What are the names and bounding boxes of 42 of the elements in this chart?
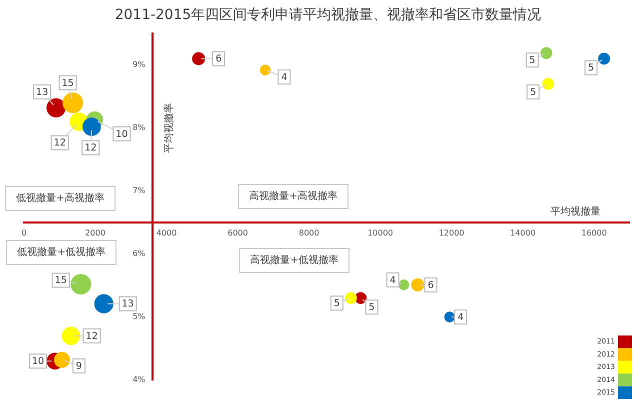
annotation: 高视撤量+高视撤率 xyxy=(249,190,338,202)
y-axis-title: 平均视撤率 xyxy=(162,103,175,154)
chart-title: 2011-2015年四区间专利申请平均视撤量、视撤率和省区市数量情况 xyxy=(114,7,542,24)
x-tick-label: 10000 xyxy=(368,228,394,238)
x-tick-label: 2000 xyxy=(85,228,106,238)
x-tick-label: 14000 xyxy=(510,228,536,238)
data-label: 12 xyxy=(86,330,98,342)
data-label: 4 xyxy=(458,312,464,323)
x-tick-label: 4000 xyxy=(156,228,177,238)
y-tick-label: 9% xyxy=(132,60,146,70)
data-label: 6 xyxy=(428,280,434,291)
data-label: 5 xyxy=(588,62,594,74)
y-tick-label: 4% xyxy=(132,375,146,384)
x-tick-label: 6000 xyxy=(228,228,248,238)
x-tick-label: 0 xyxy=(21,228,27,238)
annotation: 低视撤量+高视撤率 xyxy=(16,192,104,204)
data-label: 12 xyxy=(54,138,66,149)
data-label: 6 xyxy=(216,54,222,65)
data-label: 4 xyxy=(281,72,288,84)
data-label: 9 xyxy=(76,360,82,372)
y-tick-label: 7% xyxy=(132,186,146,196)
y-tick-label: 5% xyxy=(132,312,146,322)
data-label: 15 xyxy=(54,275,67,286)
data-label: 5 xyxy=(334,298,340,310)
data-label: 4 xyxy=(390,274,396,286)
y-tick-label: 6% xyxy=(132,249,146,258)
x-tick-label: 8000 xyxy=(298,228,320,238)
data-label: 5 xyxy=(529,55,536,66)
x-tick-label: 16000 xyxy=(581,228,607,238)
data-label: 10 xyxy=(32,356,44,368)
data-label: 5 xyxy=(530,86,536,98)
annotation: 低视撤量+低视撤率 xyxy=(17,246,106,258)
data-label: 13 xyxy=(122,298,134,310)
x-axis-title: 平均视撤量 xyxy=(550,206,601,218)
data-label: 12 xyxy=(84,142,97,154)
data-label: 15 xyxy=(62,78,74,89)
y-tick-label: 8% xyxy=(132,123,146,132)
annotation: 高视撤量+低视撤率 xyxy=(250,254,338,266)
data-label: 13 xyxy=(36,86,48,98)
data-label: 5 xyxy=(368,302,375,314)
data-label: 10 xyxy=(116,128,128,140)
x-tick-label: 12000 xyxy=(438,228,464,238)
